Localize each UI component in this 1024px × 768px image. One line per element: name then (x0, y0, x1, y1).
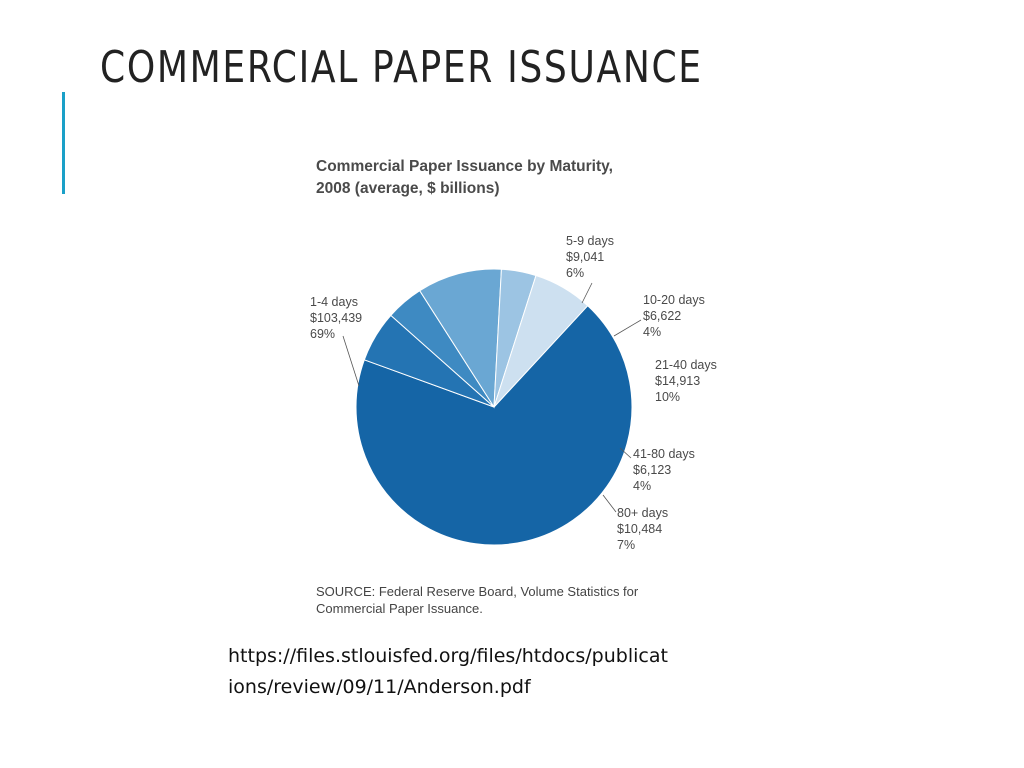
leader-line-41-80-days (619, 447, 632, 459)
slice-label-10-20-days: 10-20 days $6,622 4% (643, 293, 705, 339)
slice-value-label: $9,041 (566, 250, 604, 264)
slice-category-label: 1-4 days (310, 295, 358, 309)
chart-title-line-2: 2008 (average, $ billions) (316, 180, 500, 197)
slice-value-label: $103,439 (310, 311, 362, 325)
source-url-line-1: https://files.stlouisfed.org/files/htdoc… (228, 645, 668, 667)
slice-percent-label: 6% (566, 266, 584, 280)
slice-label-21-40-days: 21-40 days $14,913 10% (655, 358, 717, 404)
pie-slice-21-40-days (419, 268, 502, 409)
slice-category-label: 80+ days (617, 506, 668, 520)
slice-percent-label: 69% (310, 327, 335, 341)
source-line-2: Commercial Paper Issuance. (316, 601, 483, 616)
slice-label-5-9-days: 5-9 days $9,041 6% (566, 234, 614, 280)
slide-title: COMMERCIAL PAPER ISSUANCE (100, 42, 703, 93)
slice-percent-label: 10% (655, 390, 680, 404)
slice-percent-label: 4% (633, 479, 651, 493)
slice-label-1-4-days: 1-4 days $103,439 69% (310, 295, 362, 341)
source-line-1: SOURCE: Federal Reserve Board, Volume St… (316, 584, 639, 599)
chart-source-note: SOURCE: Federal Reserve Board, Volume St… (316, 583, 638, 617)
pie-slice-80-plus-days (493, 274, 589, 408)
slice-category-label: 41-80 days (633, 447, 695, 461)
leader-line-10-20-days (613, 319, 642, 337)
slice-percent-label: 7% (617, 538, 635, 552)
slice-category-label: 10-20 days (643, 293, 705, 307)
chart-title-line-1: Commercial Paper Issuance by Maturity, (316, 158, 613, 175)
chart-title: Commercial Paper Issuance by Maturity, 2… (316, 156, 613, 200)
leader-line-1-4-days (342, 335, 360, 387)
slice-value-label: $14,913 (655, 374, 700, 388)
slice-label-80-plus-days: 80+ days $10,484 7% (617, 506, 668, 552)
slice-category-label: 21-40 days (655, 358, 717, 372)
slice-percent-label: 4% (643, 325, 661, 339)
source-url: https://files.stlouisfed.org/files/htdoc… (228, 641, 668, 703)
slice-value-label: $6,622 (643, 309, 681, 323)
slice-value-label: $6,123 (633, 463, 671, 477)
slice-category-label: 5-9 days (566, 234, 614, 248)
source-url-line-2: ions/review/09/11/Anderson.pdf (228, 676, 531, 698)
leader-line-80-plus-days (602, 494, 617, 513)
accent-bar (62, 92, 65, 194)
leader-line-5-9-days (581, 282, 593, 304)
slice-value-label: $10,484 (617, 522, 662, 536)
pie-slice-1-4-days (355, 304, 633, 546)
slice-label-41-80-days: 41-80 days $6,123 4% (633, 447, 695, 493)
